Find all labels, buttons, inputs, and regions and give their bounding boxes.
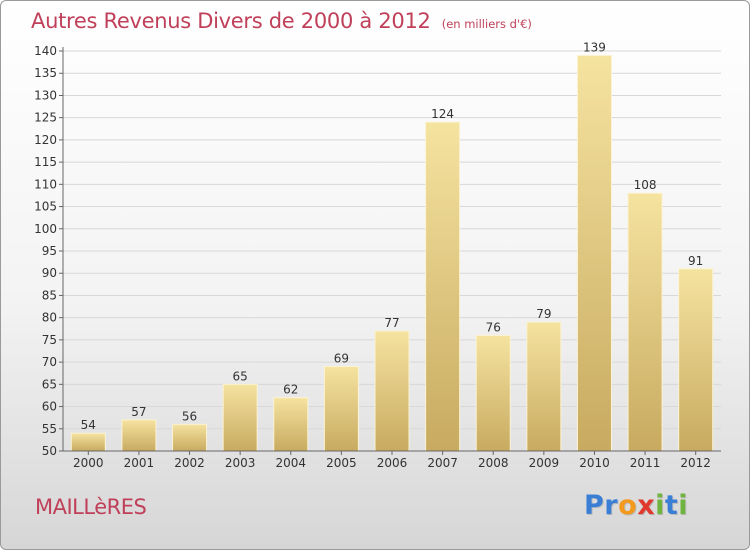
axes: 50 55 60 65 70 75 80 85 90 95 100 105 110 115 120 125 13… xyxy=(34,44,721,470)
y-tick-label: 115 xyxy=(34,155,57,169)
y-tick-label: 90 xyxy=(42,266,57,280)
logo-letter: o xyxy=(618,490,638,521)
data-label-2004: 62 xyxy=(283,383,298,397)
data-label-2009: 79 xyxy=(536,307,551,321)
y-tick-label: 120 xyxy=(34,133,57,147)
y-tick-label: 70 xyxy=(42,355,57,369)
x-tick-label: 2009 xyxy=(529,456,560,470)
logo-letter: r xyxy=(604,490,619,521)
bar-2004 xyxy=(273,397,309,452)
data-label-2010: 139 xyxy=(583,40,606,54)
x-tick-label: 2012 xyxy=(680,456,711,470)
y-tick-label: 130 xyxy=(34,88,57,102)
data-label-2002: 56 xyxy=(182,409,197,423)
logo-letter: P xyxy=(584,490,605,521)
data-label-2007: 124 xyxy=(431,107,454,121)
data-label-2000: 54 xyxy=(81,418,96,432)
bar-2003 xyxy=(222,383,258,452)
bar-2011 xyxy=(627,192,663,452)
y-tick-label: 65 xyxy=(42,377,57,391)
y-tick-label: 125 xyxy=(34,111,57,125)
y-tick-label: 105 xyxy=(34,200,57,214)
x-tick-label: 2007 xyxy=(427,456,458,470)
y-tick-label: 75 xyxy=(42,333,57,347)
bar-2002 xyxy=(172,423,208,452)
x-tick-label: 2003 xyxy=(225,456,256,470)
x-tick-label: 2000 xyxy=(73,456,104,470)
x-tick-label: 2006 xyxy=(377,456,408,470)
x-tick-label: 2005 xyxy=(326,456,357,470)
bar-2012 xyxy=(678,268,714,452)
data-label-2008: 76 xyxy=(486,320,501,334)
bar-2000 xyxy=(70,432,106,452)
proxiti-logo: Proxiti xyxy=(584,490,688,521)
y-tick-label: 55 xyxy=(42,422,57,436)
commune-name: MAILLèRES xyxy=(35,495,147,519)
x-tick-label: 2001 xyxy=(124,456,155,470)
y-tick-label: 110 xyxy=(34,177,57,191)
data-label-2011: 108 xyxy=(634,178,657,192)
data-label-2012: 91 xyxy=(688,254,703,268)
bars xyxy=(70,54,714,452)
chart-title: Autres Revenus Divers de 2000 à 2012 xyxy=(31,9,431,33)
y-tick-label: 50 xyxy=(42,444,57,458)
bar-2009 xyxy=(526,321,562,452)
data-label-2005: 69 xyxy=(334,352,349,366)
bar-2005 xyxy=(323,366,359,452)
y-tick-label: 60 xyxy=(42,400,57,414)
bar-2001 xyxy=(121,419,157,452)
y-tick-label: 80 xyxy=(42,311,57,325)
x-tick-label: 2004 xyxy=(275,456,306,470)
bar-2010 xyxy=(576,54,612,452)
logo-letter: i xyxy=(655,490,665,521)
x-tick-label: 2011 xyxy=(630,456,661,470)
x-tick-label: 2008 xyxy=(478,456,509,470)
y-tick-label: 85 xyxy=(42,288,57,302)
y-tick-label: 95 xyxy=(42,244,57,258)
logo-letter: x xyxy=(637,490,656,521)
logo-letter: i xyxy=(678,490,689,521)
y-tick-label: 100 xyxy=(34,222,57,236)
chart-subtitle: (en milliers d'€) xyxy=(441,17,532,31)
bar-2008 xyxy=(475,334,511,452)
data-labels: 54 57 56 65 62 69 77 124 76 79 139 108 91 xyxy=(81,40,704,432)
bar-2007 xyxy=(425,121,461,452)
title-row: Autres Revenus Divers de 2000 à 2012 (en… xyxy=(31,9,532,33)
y-tick-label: 140 xyxy=(34,44,57,58)
bar-2006 xyxy=(374,330,410,452)
x-tick-label: 2002 xyxy=(174,456,205,470)
data-label-2006: 77 xyxy=(384,316,399,330)
x-tick-label: 2010 xyxy=(579,456,610,470)
data-label-2003: 65 xyxy=(233,369,248,383)
y-tick-label: 135 xyxy=(34,66,57,80)
logo-letter: t xyxy=(664,490,679,521)
data-label-2001: 57 xyxy=(131,405,146,419)
